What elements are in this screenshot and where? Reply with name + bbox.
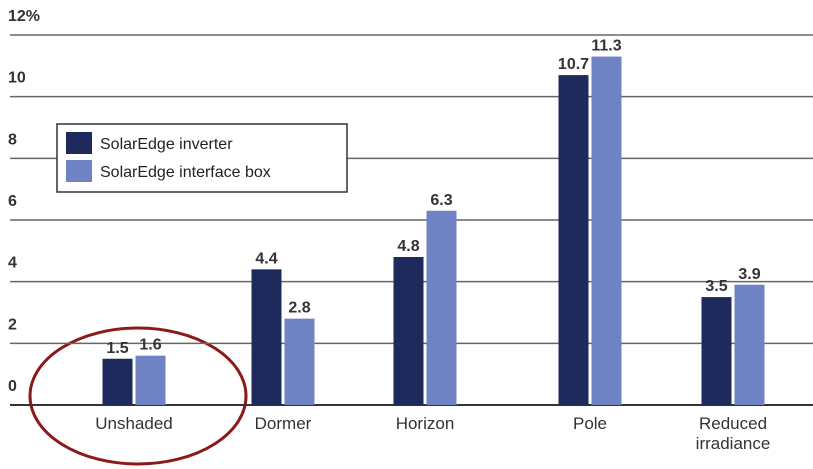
bar bbox=[734, 284, 765, 405]
y-tick-label: 2 bbox=[8, 316, 17, 333]
bar bbox=[701, 297, 732, 405]
legend-label: SolarEdge interface box bbox=[100, 164, 271, 181]
data-label: 4.8 bbox=[397, 238, 419, 255]
data-label: 10.7 bbox=[558, 56, 589, 73]
x-tick-label: Unshaded bbox=[95, 414, 173, 433]
x-tick-label: Reduced irradiance bbox=[695, 414, 771, 453]
data-label: 1.5 bbox=[106, 340, 128, 357]
y-tick-label: 10 bbox=[8, 70, 26, 87]
y-tick-label: 6 bbox=[8, 193, 17, 210]
bar bbox=[591, 56, 622, 405]
x-tick-label: Pole bbox=[572, 414, 608, 433]
data-label: 3.5 bbox=[705, 278, 727, 295]
legend-label: SolarEdge inverter bbox=[100, 136, 233, 153]
data-label: 1.6 bbox=[139, 337, 161, 354]
legend-swatch bbox=[66, 132, 92, 154]
bar bbox=[558, 75, 589, 405]
legend-swatch bbox=[66, 160, 92, 182]
y-tick-label: 0 bbox=[8, 378, 17, 395]
bar bbox=[102, 358, 133, 405]
x-tick-label: Horizon bbox=[395, 414, 455, 433]
y-tick-label: 8 bbox=[8, 131, 17, 148]
bar bbox=[426, 210, 457, 405]
bar bbox=[393, 257, 424, 405]
data-label: 3.9 bbox=[738, 266, 760, 283]
y-tick-label: 4 bbox=[8, 255, 17, 272]
y-tick-label: 12% bbox=[8, 8, 40, 25]
legend-box bbox=[56, 123, 348, 193]
highlight-ellipse bbox=[28, 326, 248, 466]
bar bbox=[135, 355, 166, 405]
legend: SolarEdge inverter SolarEdge interface bo… bbox=[56, 123, 348, 193]
x-tick-label: Dormer bbox=[254, 414, 312, 433]
data-label: 6.3 bbox=[430, 192, 452, 209]
data-label: 4.4 bbox=[255, 250, 277, 267]
data-label: 2.8 bbox=[288, 300, 310, 317]
bar bbox=[251, 269, 282, 405]
bar bbox=[284, 318, 315, 405]
data-label: 11.3 bbox=[591, 38, 621, 55]
